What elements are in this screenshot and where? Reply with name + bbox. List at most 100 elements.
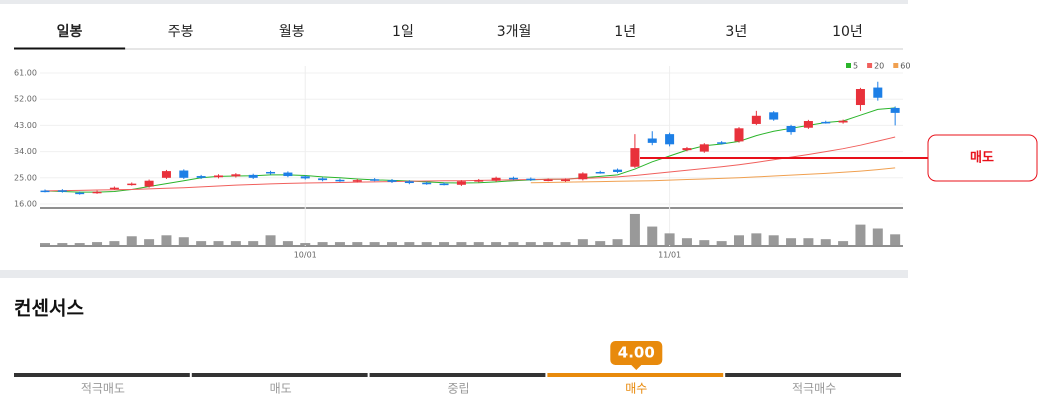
- y-tick-label: 61.00: [14, 69, 37, 78]
- legend-swatch: [893, 63, 899, 68]
- y-tick-label: 52.00: [14, 95, 37, 104]
- volume-bar: [92, 242, 103, 245]
- candle-body: [40, 190, 50, 193]
- consensus-level: 적극매수: [792, 382, 836, 396]
- tab[interactable]: 10년: [832, 24, 863, 40]
- consensus-segment: [191, 373, 368, 377]
- y-tick-label: 43.00: [14, 121, 37, 130]
- candle-body: [370, 179, 380, 181]
- y-tick-label: 34.00: [14, 147, 37, 156]
- volume-bar: [508, 242, 519, 245]
- candle-body: [508, 177, 518, 180]
- volume-bar: [387, 242, 397, 245]
- volume-bar: [664, 233, 675, 245]
- volume-bar: [577, 239, 588, 245]
- candle-body: [214, 175, 223, 178]
- candle-body: [231, 174, 241, 177]
- candle-body: [248, 174, 258, 178]
- tab[interactable]: 1년: [614, 24, 636, 40]
- candle-body: [613, 169, 623, 172]
- candle-body: [821, 121, 831, 124]
- candle-body: [179, 170, 189, 178]
- x-tick-label: 10/01: [294, 251, 317, 260]
- volume-bar: [456, 242, 467, 245]
- moving-average-line: [530, 167, 896, 184]
- candle-body: [127, 183, 137, 186]
- candle-body: [387, 180, 397, 182]
- tab[interactable]: 1일: [392, 24, 414, 40]
- candle-body: [769, 112, 779, 120]
- candle-body: [734, 128, 744, 142]
- tab[interactable]: 3년: [725, 24, 747, 40]
- volume-bar: [439, 242, 450, 245]
- volume-bar: [491, 242, 502, 245]
- volume-bar: [178, 237, 189, 245]
- candle-body: [266, 171, 276, 174]
- candle-body: [751, 115, 761, 124]
- candle-body: [717, 142, 727, 144]
- legend-label: 20: [874, 62, 884, 71]
- volume-bar: [404, 242, 415, 245]
- candle-body: [352, 180, 362, 182]
- volume-bar: [647, 226, 658, 245]
- tab[interactable]: 월봉: [279, 24, 305, 40]
- volume-bar: [751, 233, 762, 245]
- candle-body: [109, 187, 119, 190]
- candle-body: [300, 176, 310, 179]
- candle-body: [456, 181, 466, 185]
- volume-bar: [543, 242, 554, 245]
- volume-bar: [317, 242, 328, 245]
- candle-body: [404, 181, 414, 184]
- candle-body: [699, 144, 709, 152]
- candle-body: [474, 180, 484, 182]
- volume-bar: [872, 228, 883, 245]
- candle-body: [318, 178, 328, 181]
- consensus-segment: [547, 373, 724, 377]
- score-pill: [610, 341, 663, 365]
- volume-bar: [560, 242, 571, 245]
- consensus-level: 매도: [270, 382, 292, 396]
- candle-body: [92, 191, 102, 194]
- consensus-level: 매수: [625, 382, 647, 396]
- y-tick-label: 25.00: [14, 173, 37, 182]
- sell-box: [927, 134, 1038, 182]
- candle-body: [439, 183, 449, 186]
- volume-bar: [40, 243, 50, 245]
- score-value: 4.00: [618, 344, 655, 362]
- consensus-level: 적극매도: [81, 382, 125, 396]
- tab[interactable]: 일봉: [57, 24, 83, 40]
- candle-body: [57, 190, 67, 192]
- top-band: [0, 0, 908, 4]
- y-tick-label: 16.00: [14, 200, 37, 209]
- volume-bar: [855, 224, 866, 245]
- legend-swatch: [867, 63, 873, 68]
- volume-bar: [768, 235, 779, 245]
- volume-bar: [681, 238, 692, 245]
- candle-body: [803, 121, 813, 128]
- tab[interactable]: 주봉: [168, 24, 194, 40]
- volume-bar: [612, 239, 623, 245]
- volume-bar: [74, 243, 85, 245]
- volume-bar: [109, 241, 120, 245]
- volume-bar: [230, 241, 241, 245]
- legend-label: 5: [853, 62, 858, 71]
- volume-bar: [300, 243, 311, 245]
- volume-bar: [786, 238, 797, 245]
- volume-bar: [734, 235, 744, 245]
- candle-body: [890, 107, 900, 113]
- candle-body: [665, 134, 675, 145]
- tab[interactable]: 3개월: [497, 24, 532, 40]
- candle-body: [491, 177, 501, 181]
- candle-body: [561, 179, 570, 182]
- volume-bar: [248, 241, 259, 245]
- volume-bar: [525, 242, 536, 245]
- consensus-segment: [14, 373, 190, 377]
- section-title: 컨센서스: [14, 298, 84, 320]
- candle-body: [630, 148, 640, 167]
- volume-bar: [629, 213, 640, 245]
- candle-body: [75, 192, 85, 195]
- moving-average-line: [44, 107, 896, 193]
- volume-bar: [144, 239, 155, 245]
